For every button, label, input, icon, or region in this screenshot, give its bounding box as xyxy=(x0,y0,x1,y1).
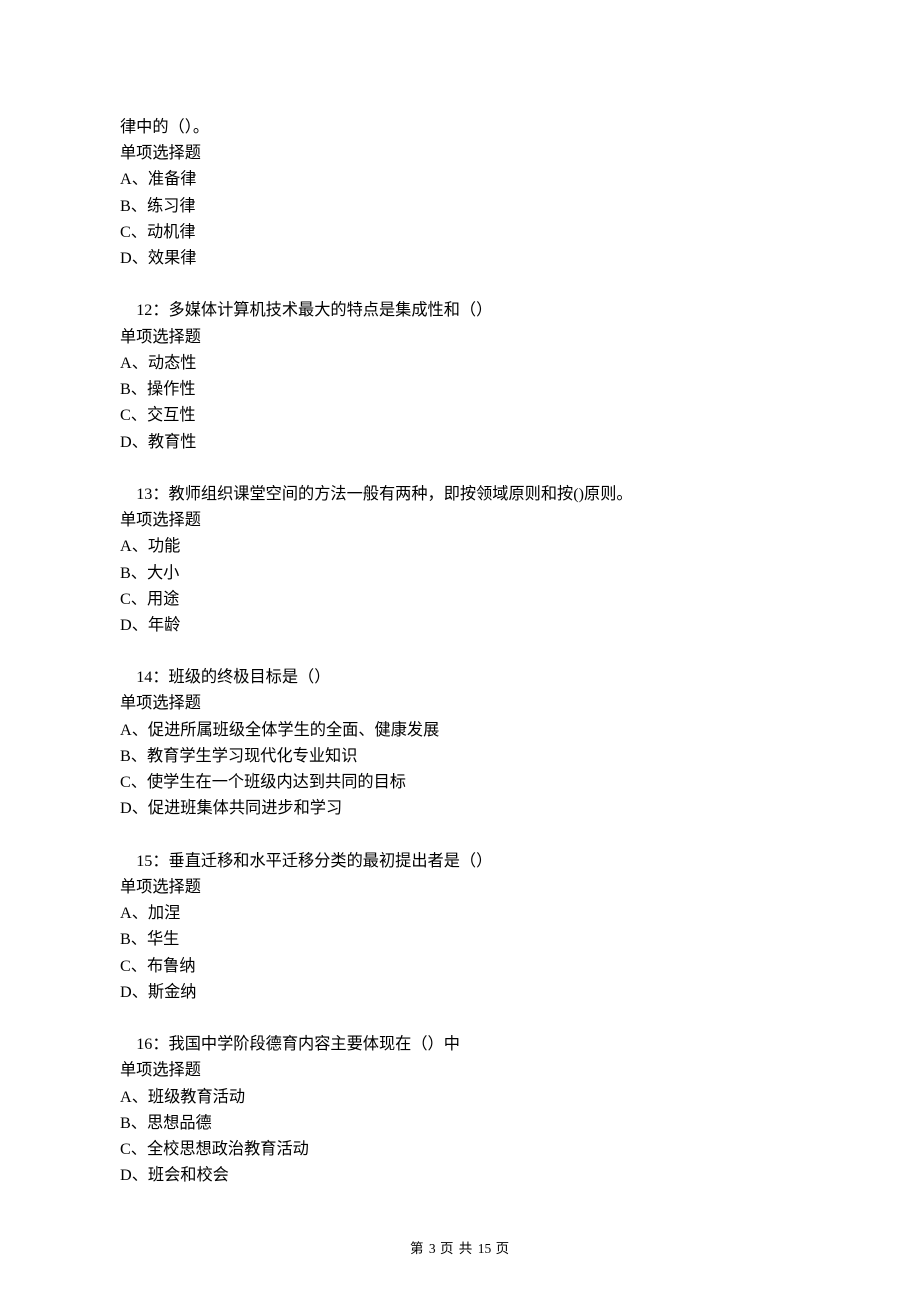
question-type: 单项选择题 xyxy=(120,1057,800,1083)
option-a: A、班级教育活动 xyxy=(120,1084,800,1110)
question-11-continued: 律中的（）。 单项选择题 A、准备律 B、练习律 C、动机律 D、效果律 xyxy=(120,114,800,271)
question-type: 单项选择题 xyxy=(120,874,800,900)
question-16: 16：我国中学阶段德育内容主要体现在（）中 单项选择题 A、班级教育活动 B、思… xyxy=(120,1031,800,1188)
option-c: C、动机律 xyxy=(120,219,800,245)
option-b: B、练习律 xyxy=(120,193,800,219)
option-c: C、使学生在一个班级内达到共同的目标 xyxy=(120,769,800,795)
question-12: 12：多媒体计算机技术最大的特点是集成性和（） 单项选择题 A、动态性 B、操作… xyxy=(120,297,800,454)
option-d: D、年龄 xyxy=(120,612,800,638)
option-a: A、功能 xyxy=(120,533,800,559)
option-c: C、全校思想政治教育活动 xyxy=(120,1136,800,1162)
option-b: B、操作性 xyxy=(120,376,800,402)
option-a: A、促进所属班级全体学生的全面、健康发展 xyxy=(120,717,800,743)
option-d: D、教育性 xyxy=(120,429,800,455)
option-a: A、准备律 xyxy=(120,166,800,192)
page-footer: 第 3 页 共 15 页 xyxy=(0,1237,920,1257)
option-d: D、效果律 xyxy=(120,245,800,271)
question-14: 14：班级的终极目标是（） 单项选择题 A、促进所属班级全体学生的全面、健康发展… xyxy=(120,664,800,821)
footer-mid: 页 共 xyxy=(436,1241,478,1256)
question-stem: 15：垂直迁移和水平迁移分类的最初提出者是（） xyxy=(120,848,800,874)
option-d: D、斯金纳 xyxy=(120,979,800,1005)
question-type: 单项选择题 xyxy=(120,507,800,533)
option-b: B、大小 xyxy=(120,560,800,586)
option-a: A、动态性 xyxy=(120,350,800,376)
option-d: D、班会和校会 xyxy=(120,1162,800,1188)
option-a: A、加涅 xyxy=(120,900,800,926)
question-13: 13：教师组织课堂空间的方法一般有两种，即按领域原则和按()原则。 单项选择题 … xyxy=(120,481,800,638)
option-c: C、用途 xyxy=(120,586,800,612)
option-b: B、思想品德 xyxy=(120,1110,800,1136)
question-type: 单项选择题 xyxy=(120,690,800,716)
option-b: B、华生 xyxy=(120,926,800,952)
question-stem-cont: 律中的（）。 xyxy=(120,114,800,140)
option-d: D、促进班集体共同进步和学习 xyxy=(120,795,800,821)
footer-total: 15 xyxy=(478,1241,492,1256)
option-b: B、教育学生学习现代化专业知识 xyxy=(120,743,800,769)
question-15: 15：垂直迁移和水平迁移分类的最初提出者是（） 单项选择题 A、加涅 B、华生 … xyxy=(120,848,800,1005)
page-content: 律中的（）。 单项选择题 A、准备律 B、练习律 C、动机律 D、效果律 12：… xyxy=(0,0,920,1188)
option-c: C、布鲁纳 xyxy=(120,953,800,979)
footer-prefix: 第 xyxy=(410,1241,429,1256)
question-stem: 13：教师组织课堂空间的方法一般有两种，即按领域原则和按()原则。 xyxy=(120,481,800,507)
question-stem: 16：我国中学阶段德育内容主要体现在（）中 xyxy=(120,1031,800,1057)
question-stem: 14：班级的终极目标是（） xyxy=(120,664,800,690)
footer-suffix: 页 xyxy=(491,1241,510,1256)
footer-page-num: 3 xyxy=(429,1241,436,1256)
question-stem: 12：多媒体计算机技术最大的特点是集成性和（） xyxy=(120,297,800,323)
question-type: 单项选择题 xyxy=(120,324,800,350)
question-type: 单项选择题 xyxy=(120,140,800,166)
option-c: C、交互性 xyxy=(120,402,800,428)
